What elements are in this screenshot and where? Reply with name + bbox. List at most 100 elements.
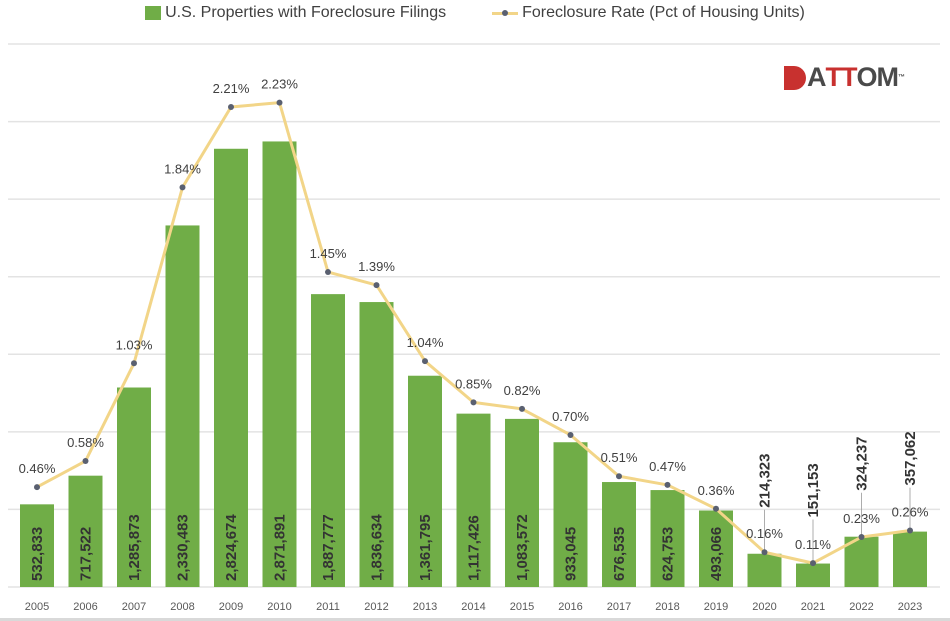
rate-label: 0.70% <box>552 409 589 424</box>
rate-marker <box>810 560 816 567</box>
legend: U.S. Properties with Foreclosure Filings… <box>0 4 950 22</box>
bar <box>408 375 442 587</box>
rate-label: 0.26% <box>892 505 929 520</box>
bar-value-label: 1,117,426 <box>466 515 483 581</box>
rate-marker <box>82 458 89 465</box>
attom-logo: A TT OM ™ <box>784 62 905 93</box>
bar <box>117 387 151 587</box>
rate-marker <box>616 473 622 480</box>
bar <box>602 482 636 587</box>
rate-marker <box>567 431 574 438</box>
rate-label: 1.45% <box>310 246 347 261</box>
legend-label: U.S. Properties with Foreclosure Filings <box>165 4 447 21</box>
bar-value-label: 933,045 <box>563 527 580 581</box>
rate-marker <box>131 360 137 367</box>
rate-marker <box>276 99 283 106</box>
bar <box>68 475 103 587</box>
x-tick-label: 2019 <box>704 601 728 613</box>
logo-text: OM <box>856 62 899 92</box>
rate-marker <box>422 358 428 365</box>
rate-label: 2.23% <box>261 77 298 92</box>
rate-marker <box>373 282 380 289</box>
bar-value-label: 676,535 <box>611 527 628 581</box>
rate-marker <box>761 549 768 556</box>
rate-marker <box>713 505 719 512</box>
rate-marker <box>519 405 525 412</box>
x-tick-label: 2013 <box>413 601 437 613</box>
legend-swatch-line <box>492 9 519 16</box>
x-tick-label: 2017 <box>607 601 631 613</box>
bar <box>747 553 782 587</box>
legend-swatch-bar <box>145 6 162 20</box>
bar-value-label: 2,824,674 <box>223 514 240 581</box>
bar-value-label: 151,153 <box>805 463 822 517</box>
rate-marker <box>325 269 331 276</box>
legend-label: Foreclosure Rate (Pct of Housing Units) <box>522 4 805 21</box>
x-tick-label: 2010 <box>267 601 291 613</box>
x-tick-label: 2014 <box>461 601 485 613</box>
bar-value-label: 2,871,891 <box>272 514 289 581</box>
rate-marker <box>228 103 234 110</box>
rate-label: 0.85% <box>455 376 492 391</box>
rate-marker <box>664 481 671 488</box>
rate-label: 0.47% <box>649 459 686 474</box>
bar <box>505 418 539 587</box>
bar-value-label: 532,833 <box>29 527 46 581</box>
bar <box>20 504 54 587</box>
bar-value-label: 2,330,483 <box>175 514 192 581</box>
bar <box>311 294 345 587</box>
x-tick-label: 2008 <box>170 601 194 613</box>
x-tick-label: 2005 <box>25 601 49 613</box>
bar-value-label: 1,836,634 <box>369 514 386 581</box>
bar-value-label: 1,361,795 <box>417 514 434 581</box>
bar-value-label: 214,323 <box>757 454 774 508</box>
x-tick-label: 2021 <box>801 601 825 613</box>
rate-marker <box>858 534 865 541</box>
legend-item-rate: Foreclosure Rate (Pct of Housing Units) <box>492 4 805 22</box>
rate-label: 1.04% <box>407 335 444 350</box>
bar <box>844 536 879 587</box>
rate-label: 1.84% <box>164 161 201 176</box>
rate-label: 0.46% <box>19 461 56 476</box>
logo-mark-icon <box>784 65 806 90</box>
x-tick-label: 2022 <box>849 601 873 613</box>
bar <box>553 442 588 587</box>
bar-value-label: 324,237 <box>854 436 871 490</box>
bar <box>262 141 297 587</box>
x-tick-label: 2020 <box>752 601 776 613</box>
bar <box>699 510 733 587</box>
bar <box>165 225 200 588</box>
x-tick-label: 2007 <box>122 601 146 613</box>
rate-label: 0.51% <box>601 450 638 465</box>
rate-label: 0.82% <box>504 383 541 398</box>
bar-value-label: 357,062 <box>902 431 919 485</box>
rate-label: 0.36% <box>698 483 735 498</box>
x-tick-label: 2011 <box>316 601 340 613</box>
x-tick-label: 2018 <box>655 601 679 613</box>
rate-marker <box>470 399 477 406</box>
bar-value-label: 1,285,873 <box>126 514 143 581</box>
rate-label: 1.39% <box>358 259 395 274</box>
x-tick-label: 2006 <box>73 601 97 613</box>
rate-label: 1.03% <box>116 337 153 352</box>
logo-text: TT <box>825 62 858 92</box>
x-tick-label: 2023 <box>898 601 922 613</box>
bar <box>893 531 927 587</box>
bar-value-label: 493,066 <box>708 527 725 581</box>
logo-tm: ™ <box>898 74 905 81</box>
rate-label: 0.23% <box>843 511 880 526</box>
rate-marker <box>907 527 913 534</box>
bar <box>214 148 248 587</box>
legend-item-filings: U.S. Properties with Foreclosure Filings <box>145 4 446 22</box>
rate-label: 0.16% <box>746 526 783 541</box>
rate-label: 0.11% <box>795 537 831 552</box>
x-tick-label: 2012 <box>364 601 388 613</box>
logo-text: A <box>807 62 826 92</box>
rate-label: 2.21% <box>213 81 250 96</box>
bar <box>650 490 685 587</box>
bar <box>456 413 491 587</box>
x-tick-label: 2015 <box>510 601 534 613</box>
bar <box>359 302 394 587</box>
